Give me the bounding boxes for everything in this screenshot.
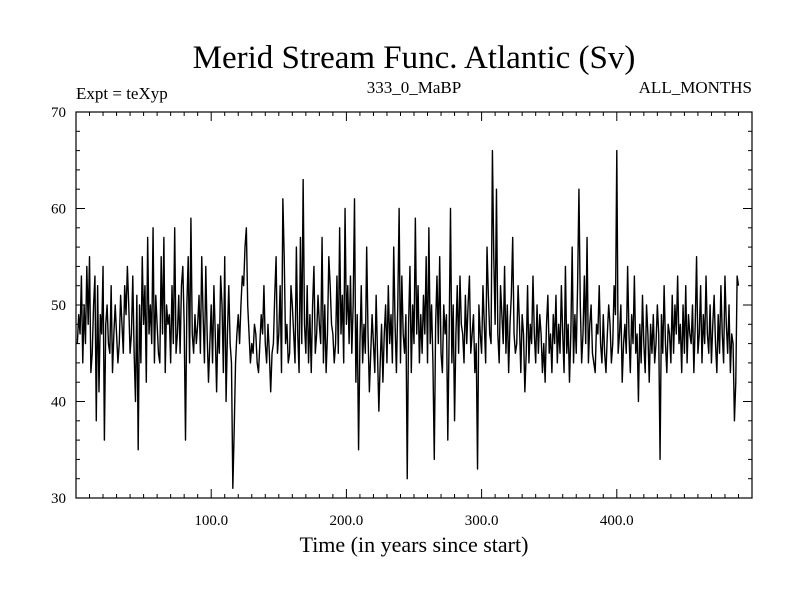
months-label: ALL_MONTHS [639, 78, 752, 97]
x-tick-label: 300.0 [465, 513, 499, 529]
y-tick-label: 30 [51, 491, 66, 507]
x-tick-label: 200.0 [330, 513, 364, 529]
chart-title: Merid Stream Func. Atlantic (Sv) [193, 40, 636, 76]
plot-frame [75, 111, 753, 499]
experiment-label: Expt = teXyp [76, 84, 168, 103]
axis-tick-labels: 100.0 200.0 300.0 400.0 30 40 50 60 70 [51, 105, 634, 529]
axis-ticks [76, 112, 752, 498]
y-tick-label: 50 [51, 298, 66, 314]
x-axis-label: Time (in years since start) [300, 532, 529, 557]
run-label: 333_0_MaBP [367, 78, 461, 97]
x-tick-label: 400.0 [600, 513, 634, 529]
y-tick-label: 60 [51, 202, 66, 218]
x-tick-label: 100.0 [194, 513, 228, 529]
series-line [76, 149, 740, 490]
y-tick-label: 40 [51, 395, 66, 411]
y-tick-label: 70 [51, 105, 66, 121]
